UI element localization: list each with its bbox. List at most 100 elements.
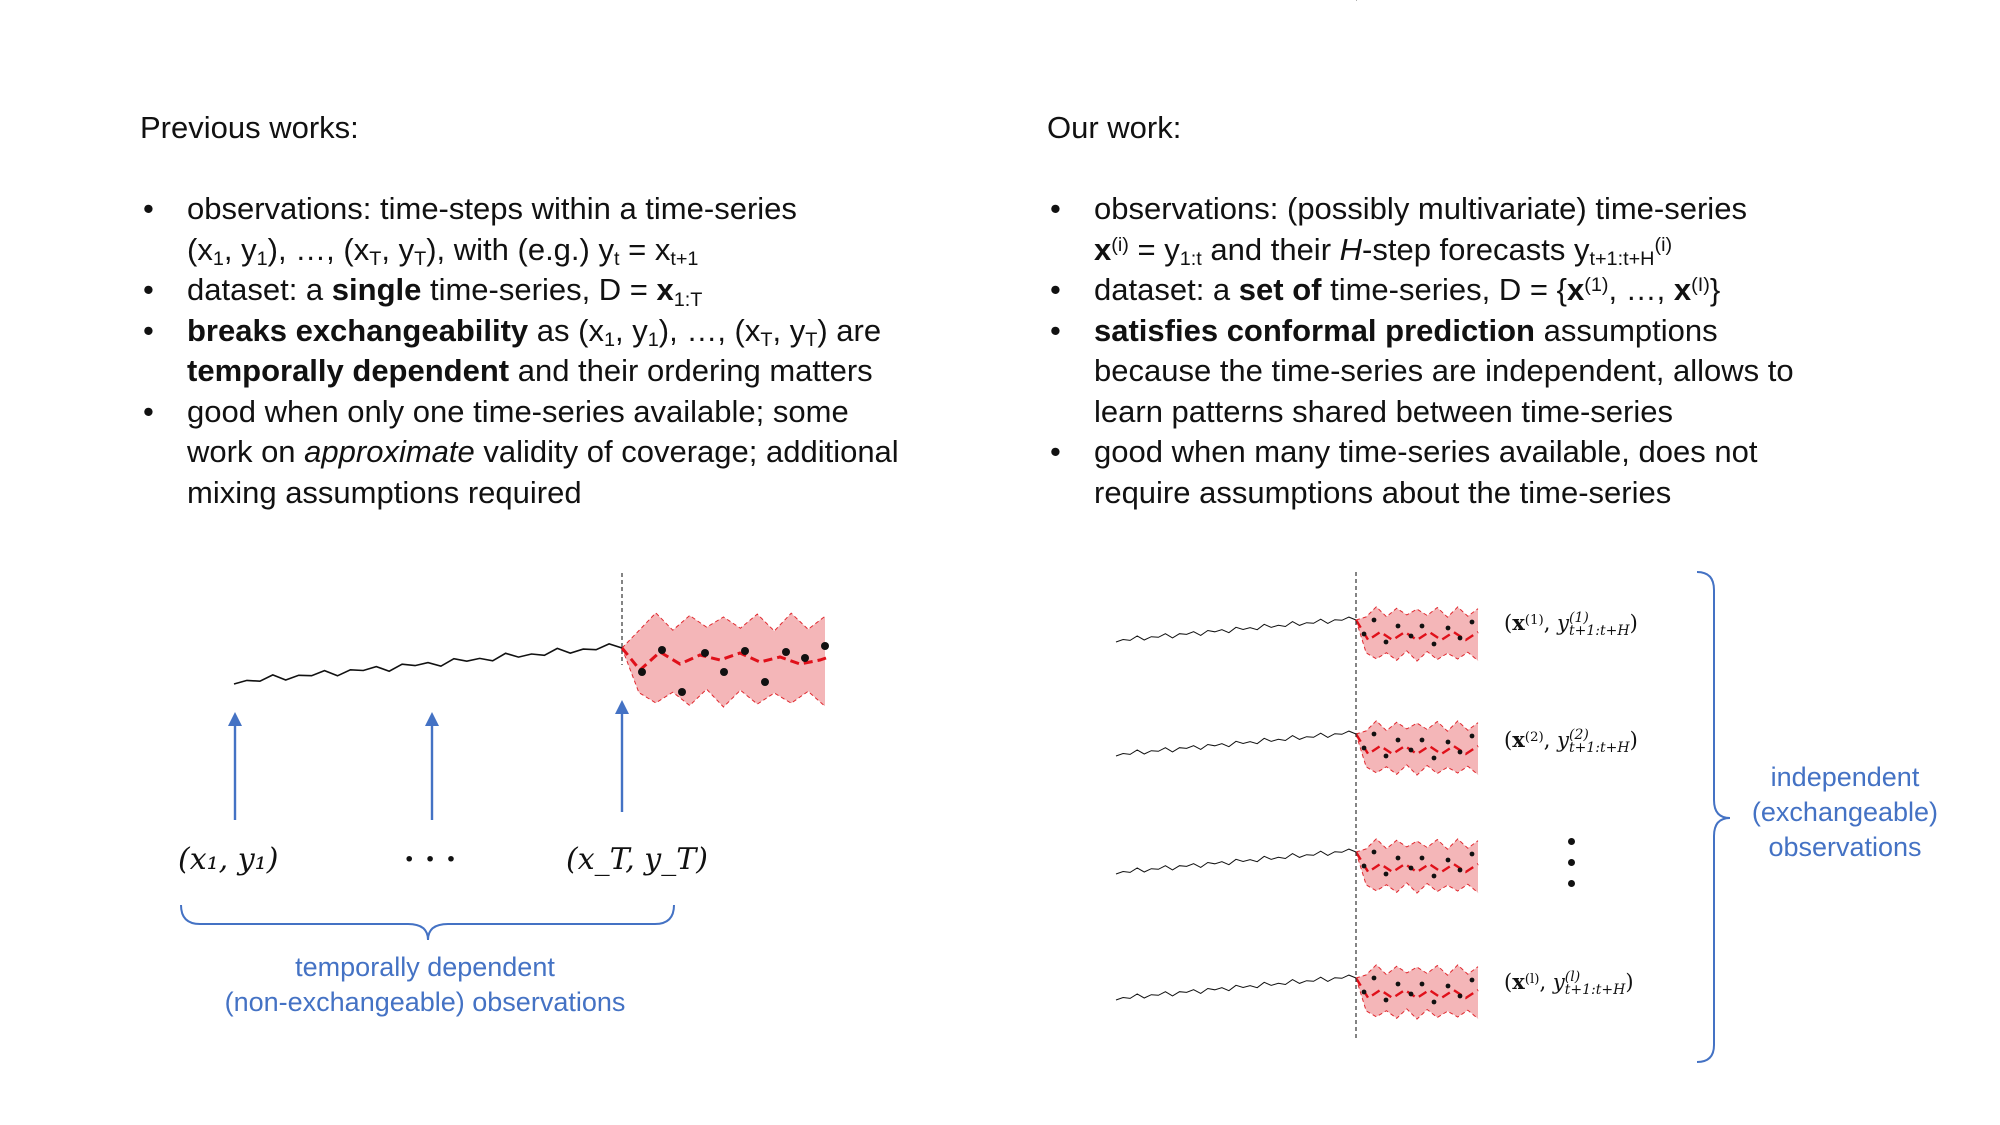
bullet-text: 1:t — [1179, 248, 1202, 271]
observed-point — [1383, 639, 1389, 645]
series-label-part: y — [1552, 970, 1565, 994]
history-series-line — [1115, 730, 1357, 757]
right-vertical-brace — [1696, 571, 1731, 1063]
series-label-ellipsis — [1568, 838, 1575, 901]
series-label-1: (x(1), y (1) t+1:t+H) — [1504, 610, 1638, 638]
series-label-2: (x(2), y (2) t+1:t+H) — [1504, 727, 1638, 755]
bullet-text: (I) — [1691, 274, 1710, 297]
observed-point — [1457, 749, 1463, 755]
arrow-head — [615, 700, 629, 714]
series-label-part: , — [1543, 611, 1558, 635]
ellipsis-dot — [1568, 838, 1575, 845]
observed-point — [1431, 999, 1437, 1005]
bullet-text: 1 — [603, 329, 615, 352]
observed-point — [1431, 873, 1437, 879]
observed-point — [1395, 855, 1401, 861]
series-label-part: x — [1512, 610, 1525, 635]
observed-point — [1445, 625, 1451, 631]
our-work-heading: Our work: — [1047, 110, 1182, 145]
bullet-text: (i) — [1654, 233, 1673, 256]
bullet-item: satisfies conformal prediction assumptio… — [1047, 311, 1947, 433]
observed-point — [1371, 731, 1377, 737]
series-label-scripts: (1) t+1:t+H — [1569, 611, 1630, 638]
bullet-text: mixing assumptions required — [187, 474, 582, 510]
previous-works-heading: Previous works: — [140, 110, 359, 145]
forecast-mean-line — [1354, 977, 1479, 1000]
bullet-text: 1:T — [673, 288, 703, 311]
arrow-label-first: (x₁, y₁) — [178, 842, 279, 877]
observed-point — [1419, 855, 1425, 861]
observed-point — [1469, 619, 1475, 625]
bullet-item: breaks exchangeability as (x1, y1), …, (… — [140, 311, 1020, 392]
bullet-text: (i) — [1111, 233, 1129, 256]
prediction-interval-band — [1356, 838, 1478, 894]
observed-point — [1371, 849, 1377, 855]
observed-point — [1457, 867, 1463, 873]
bullet-text: x — [1094, 231, 1112, 267]
series-label-part: , — [1543, 728, 1558, 752]
bullet-text: } — [1709, 272, 1721, 307]
bullet-item: dataset: a set of time-series, D = {x(1)… — [1047, 270, 1947, 311]
arrow-head — [425, 712, 439, 726]
bullet-text: observations: time-steps within a time-s… — [187, 191, 797, 226]
series-label-sub: t+1:t+H — [1569, 739, 1630, 756]
series-label-scripts: (l) t+1:t+H — [1564, 970, 1626, 998]
bullet-text: x — [1566, 272, 1585, 307]
observed-point — [1419, 981, 1425, 987]
bullet-text: good when many time-series available, do… — [1094, 434, 1758, 469]
series-label-part: x — [1512, 727, 1525, 752]
bullet-text: breaks exchangeability — [187, 312, 529, 348]
observed-point — [1395, 981, 1401, 987]
observed-point — [801, 654, 809, 662]
observed-point — [1419, 623, 1425, 629]
bullet-text: t+1:t+H — [1589, 248, 1655, 271]
series-label-part: ( — [1504, 728, 1513, 752]
bullet-text: T — [760, 329, 773, 352]
observed-point — [1395, 737, 1401, 743]
bullet-text: T — [369, 248, 382, 271]
observed-point — [1408, 865, 1414, 871]
series-label-sub: t+1:t+H — [1564, 981, 1626, 998]
bullet-text: validity of coverage; additional — [474, 434, 899, 469]
observed-point — [701, 649, 709, 657]
caption-line: (exchangeable) — [1751, 797, 1939, 827]
temporally-dependent-caption: temporally dependent (non-exchangeable) … — [170, 950, 680, 1020]
independent-caption: independent (exchangeable) observations — [1730, 760, 1960, 865]
bullet-text: x — [1673, 272, 1692, 307]
bullet-text: 1 — [647, 329, 659, 352]
interval-lower-edge — [1355, 851, 1479, 894]
interval-lower-edge — [1355, 733, 1479, 776]
interval-lower-edge — [1355, 619, 1479, 662]
bullet-text: (1) — [1584, 274, 1609, 297]
our-work-bullets: observations: (possibly multivariate) ti… — [1047, 189, 1947, 513]
forecast-mean-line — [1354, 619, 1479, 642]
bullet-text: ), with (e.g.) y — [426, 231, 614, 267]
bullet-text: set of — [1238, 272, 1322, 307]
bullet-text: ), …, (x — [267, 231, 370, 267]
prediction-interval-band — [622, 612, 825, 707]
interval-lower-edge — [1355, 977, 1479, 1020]
observed-point — [658, 646, 666, 654]
observed-point — [1445, 983, 1451, 989]
bullet-text: require assumptions about the time-serie… — [1094, 474, 1672, 510]
observed-point — [1408, 633, 1414, 639]
arrow-label-last: (x_T, y_T) — [566, 842, 708, 877]
observed-point — [1361, 631, 1367, 637]
bullet-text: , y — [223, 231, 257, 267]
history-series-line — [1115, 616, 1357, 643]
ellipsis-dot — [1568, 859, 1575, 866]
bullet-text: good when only one time-series available… — [187, 393, 849, 429]
bullet-item: observations: time-steps within a time-s… — [140, 189, 1020, 270]
observed-point — [720, 668, 728, 676]
bullet-text: dataset: a — [187, 272, 332, 307]
observed-point — [1469, 733, 1475, 739]
observed-point — [638, 668, 646, 676]
observed-point — [782, 648, 790, 656]
bullet-text: , y — [381, 231, 415, 267]
series-label-part: , — [1539, 970, 1553, 994]
history-series-line — [1115, 848, 1357, 875]
history-series-line — [233, 643, 623, 685]
series-label-part: x — [1512, 969, 1525, 994]
observed-point — [1469, 851, 1475, 857]
prediction-interval-band — [1356, 964, 1478, 1020]
